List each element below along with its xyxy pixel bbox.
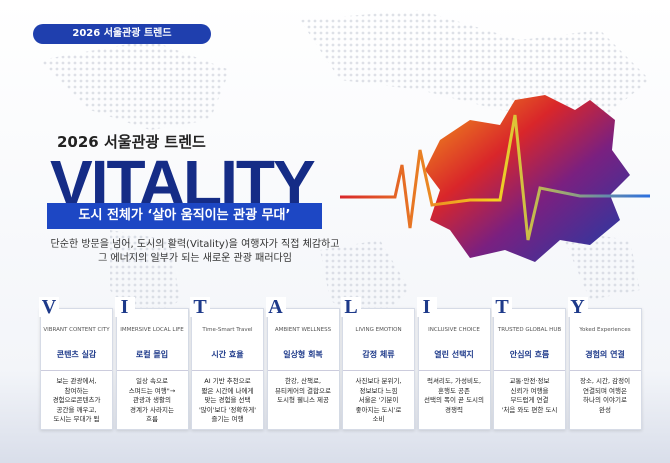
- card-english: LIVING EMOTION: [355, 327, 402, 333]
- card-letter: L: [341, 297, 361, 317]
- card-english: INCLUSIVE CHOICE: [428, 327, 480, 333]
- card-line: 경쟁력: [445, 405, 463, 414]
- card-english: TRUSTED GLOBAL HUB: [497, 327, 562, 333]
- card-letter: I: [114, 297, 135, 317]
- card-korean: 감정 체류: [343, 349, 414, 371]
- card-english: Yoked Experiences: [579, 327, 631, 333]
- card-korean: 시간 효율: [192, 349, 263, 371]
- world-map-dots: [40, 10, 650, 330]
- card-line: 참여하는: [64, 386, 89, 395]
- card-line: 도시형 웰니스 제공: [277, 396, 329, 404]
- subtitle: 2026 서울관광 트렌드: [57, 133, 206, 151]
- card-korean: 일상형 회복: [267, 349, 339, 371]
- heartbeat-line: [340, 114, 650, 241]
- card-korean: 안심의 흐름: [494, 349, 565, 371]
- card-line: 일상 속으로: [136, 377, 168, 385]
- card-line: 교통·안전·정보: [509, 377, 550, 385]
- banner: 도시 전체가 ‘살아 움직이는 관광 무대’: [47, 203, 322, 229]
- card-line: 공간을 깨우고,: [56, 405, 97, 414]
- card-korean: 열린 선택지: [418, 349, 490, 371]
- card-line: 완성: [599, 405, 611, 414]
- card-description: 장소, 시간, 감정이 연결되며 여행은 하나의 이야기로 완성: [570, 377, 641, 415]
- card-line: 경험으로콘텐츠가: [52, 396, 101, 404]
- badge: 2026 서울관광 트렌드: [33, 24, 211, 44]
- card-line: 부드럽게 연결: [510, 396, 549, 404]
- card-letter: V: [39, 297, 59, 317]
- description-line: 단순한 방문을 넘어, 도시의 활력(Vitality)을 여행자가 직접 체감…: [50, 239, 340, 250]
- description: 단순한 방문을 넘어, 도시의 활력(Vitality)을 여행자가 직접 체감…: [40, 238, 350, 266]
- card-line: 사진보다 분위기,: [355, 377, 402, 385]
- card-english: Time-Smart Travel: [202, 327, 253, 333]
- card-line: '처음 와도 편한 도시: [501, 405, 558, 414]
- card-line: 소비: [372, 415, 385, 423]
- card-line: 도시는 무대가 됨: [53, 415, 100, 423]
- card-line: 장소, 시간, 감정이: [579, 377, 631, 385]
- card-line: 연결되며 여행은: [583, 386, 627, 395]
- card-description: 일상 속으로 스며드는 여행"→ 관광과 생활의 경계가 사라지는 흐름: [117, 377, 188, 425]
- card-line: 정보보다 느낌: [359, 386, 398, 395]
- card-english: IMMERSIVE LOCAL LIFE: [120, 327, 184, 333]
- card-letter: I: [416, 297, 437, 317]
- card-korean: 콘텐츠 실감: [41, 349, 112, 371]
- card-english: AMBIENT WELLNESS: [274, 327, 332, 333]
- seoul-map: [425, 95, 630, 262]
- card-line: 신뢰가 여행을: [510, 386, 549, 395]
- card-line: 경계가 사라지는: [130, 405, 174, 414]
- card-line: 혼행도 공존: [438, 386, 470, 395]
- card-line: 하나의 이야기로: [583, 396, 627, 404]
- card-description: 사진보다 분위기, 정보보다 느낌 서울은 '기분이 좋아지는 도시'로 소비: [343, 377, 414, 425]
- card-korean: 경험의 연결: [569, 349, 641, 371]
- card-description: AI 기반 추천으로 짧은 시간에 나에게 맞는 경험을 선택 '많이'보다 '정확하…: [192, 377, 263, 425]
- card-letter: A: [265, 297, 286, 317]
- card-letter: T: [492, 297, 512, 317]
- card-line: 관광과 생활의: [133, 396, 171, 404]
- card-description: 럭셔리도, 가성비도, 혼행도 공존 선택의 폭이 곧 도시의 경쟁력: [419, 377, 490, 415]
- card-letter: T: [190, 297, 210, 317]
- card-description: 교통·안전·정보 신뢰가 여행을 부드럽게 연결 '처음 와도 편한 도시: [494, 377, 565, 415]
- card-line: 좋아지는 도시'로: [355, 405, 402, 414]
- card-line: 보는 관광에서,: [56, 377, 97, 385]
- card-description: 한강, 산책로, 뷰티케어의 결합으로 도시형 웰니스 제공: [268, 377, 339, 406]
- description-line: 그 에너지의 일부가 되는 새로운 관광 패러다임: [98, 253, 292, 264]
- card-line: 짧은 시간에 나에게: [201, 386, 254, 395]
- card-line: 즐기는 여행: [211, 415, 244, 423]
- card-description: 보는 관광에서, 참여하는 경험으로콘텐츠가 공간을 깨우고, 도시는 무대가 됨: [41, 377, 112, 425]
- card-line: 선택의 폭이 곧 도시의: [423, 396, 485, 404]
- card-korean: 로컬 몰입: [116, 349, 188, 371]
- card-line: '많이'보다 '정확하게': [198, 405, 257, 414]
- card-line: 럭셔리도, 가성비도,: [426, 377, 482, 385]
- card-letter: Y: [567, 297, 588, 317]
- card-line: 뷰티케어의 결합으로: [275, 386, 331, 395]
- card-line: 서울은 '기분이: [358, 396, 399, 404]
- card-line: 맞는 경험을 선택: [204, 396, 251, 404]
- card-english: VIBRANT CONTENT CITY: [43, 327, 110, 333]
- card-line: AI 기반 추천으로: [204, 377, 251, 385]
- trend-card: T Time-Smart Travel 시간 효율 AI 기반 추천으로 짧은 시간에 …: [190, 297, 264, 430]
- card-line: 스며드는 여행"→: [128, 386, 176, 395]
- card-line: 한강, 산책로,: [284, 377, 322, 385]
- card-line: 흐름: [146, 415, 158, 423]
